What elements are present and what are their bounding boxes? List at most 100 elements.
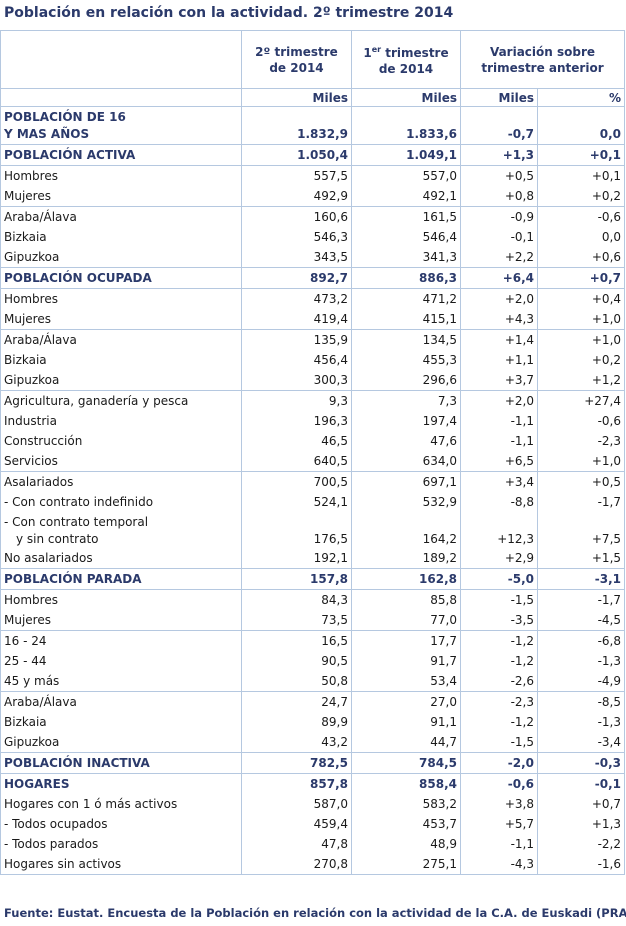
table-row: Mujeres 419,4 415,1 +4,3 +1,0 bbox=[0, 309, 626, 330]
table-row: Industria 196,3 197,4 -1,1 -0,6 bbox=[0, 411, 626, 431]
table-row: Hombres 84,3 85,8 -1,5 -1,7 bbox=[0, 589, 626, 610]
variation-percent: -0,1 bbox=[536, 773, 626, 794]
table-row: No asalariados 192,1 189,2 +2,9 +1,5 bbox=[0, 548, 626, 569]
variation-percent: +0,1 bbox=[536, 165, 626, 186]
variation-miles: -0,7 bbox=[460, 106, 538, 145]
variation-miles: -8,8 bbox=[460, 492, 538, 512]
row-label: - Todos ocupados bbox=[0, 814, 242, 834]
table-row: Asalariados 700,5 697,1 +3,4 +0,5 bbox=[0, 471, 626, 492]
variation-miles: +4,3 bbox=[460, 309, 538, 330]
value-q1-2014: 453,7 bbox=[351, 814, 461, 834]
variation-miles: +3,8 bbox=[460, 794, 538, 814]
header-q2-2014: 2º trimestre de 2014 bbox=[241, 30, 352, 89]
variation-percent: -6,8 bbox=[536, 630, 626, 651]
section-row: POBLACIÓN INACTIVA 782,5 784,5 -2,0 -0,3 bbox=[0, 752, 626, 774]
variation-miles: +3,7 bbox=[460, 370, 538, 391]
value-q2-2014: 73,5 bbox=[241, 610, 352, 631]
variation-percent: -8,5 bbox=[536, 691, 626, 712]
variation-miles: +2,0 bbox=[460, 288, 538, 309]
unit-percent: % bbox=[536, 88, 626, 107]
table-row: Bizkaia 89,9 91,1 -1,2 -1,3 bbox=[0, 712, 626, 732]
row-label: Hombres bbox=[0, 165, 242, 186]
variation-percent: +1,0 bbox=[536, 309, 626, 330]
table-row: Araba/Álava 160,6 161,5 -0,9 -0,6 bbox=[0, 206, 626, 227]
variation-percent: +0,7 bbox=[536, 794, 626, 814]
variation-miles: +3,4 bbox=[460, 471, 538, 492]
header-row: 2º trimestre de 2014 1er trimestre de 2014… bbox=[0, 30, 626, 89]
value-q2-2014: 176,5 bbox=[241, 512, 352, 548]
table-row: 45 y más 50,8 53,4 -2,6 -4,9 bbox=[0, 671, 626, 692]
header-blank bbox=[0, 30, 242, 89]
variation-percent: -0,3 bbox=[536, 752, 626, 774]
value-q1-2014: 27,0 bbox=[351, 691, 461, 712]
variation-miles: -5,0 bbox=[460, 568, 538, 590]
variation-percent: -4,5 bbox=[536, 610, 626, 631]
row-label: Servicios bbox=[0, 451, 242, 472]
variation-miles: -2,6 bbox=[460, 671, 538, 692]
table-row: Bizkaia 456,4 455,3 +1,1 +0,2 bbox=[0, 350, 626, 370]
value-q2-2014: 50,8 bbox=[241, 671, 352, 692]
row-label: HOGARES bbox=[0, 773, 242, 794]
row-label: 16 - 24 bbox=[0, 630, 242, 651]
value-q2-2014: 557,5 bbox=[241, 165, 352, 186]
row-label: POBLACIÓN INACTIVA bbox=[0, 752, 242, 774]
section-row: POBLACIÓN ACTIVA 1.050,4 1.049,1 +1,3 +0,1 bbox=[0, 144, 626, 166]
row-label: Construcción bbox=[0, 431, 242, 451]
value-q1-2014: 1.833,6 bbox=[351, 106, 461, 145]
variation-miles: -1,5 bbox=[460, 589, 538, 610]
variation-miles: -0,6 bbox=[460, 773, 538, 794]
row-label: Agricultura, ganadería y pesca bbox=[0, 390, 242, 411]
value-q1-2014: 471,2 bbox=[351, 288, 461, 309]
row-label: POBLACIÓN OCUPADA bbox=[0, 267, 242, 289]
row-label: Hombres bbox=[0, 288, 242, 309]
value-q1-2014: 697,1 bbox=[351, 471, 461, 492]
variation-miles: -1,1 bbox=[460, 431, 538, 451]
table-row: Hogares con 1 ó más activos 587,0 583,2 +3,… bbox=[0, 794, 626, 814]
value-q1-2014: 415,1 bbox=[351, 309, 461, 330]
value-q1-2014: 162,8 bbox=[351, 568, 461, 590]
variation-miles: +2,0 bbox=[460, 390, 538, 411]
table-row: - Todos ocupados 459,4 453,7 +5,7 +1,3 bbox=[0, 814, 626, 834]
table-row: Mujeres 492,9 492,1 +0,8 +0,2 bbox=[0, 186, 626, 207]
table-row: Gipuzkoa 300,3 296,6 +3,7 +1,2 bbox=[0, 370, 626, 391]
value-q2-2014: 135,9 bbox=[241, 329, 352, 350]
variation-percent: +0,2 bbox=[536, 186, 626, 207]
variation-miles: -1,1 bbox=[460, 834, 538, 854]
value-q1-2014: 134,5 bbox=[351, 329, 461, 350]
variation-miles: +0,8 bbox=[460, 186, 538, 207]
value-q2-2014: 89,9 bbox=[241, 712, 352, 732]
value-q1-2014: 164,2 bbox=[351, 512, 461, 548]
value-q2-2014: 43,2 bbox=[241, 732, 352, 753]
table-row: Araba/Álava 24,7 27,0 -2,3 -8,5 bbox=[0, 691, 626, 712]
value-q1-2014: 91,1 bbox=[351, 712, 461, 732]
variation-miles: +5,7 bbox=[460, 814, 538, 834]
value-q2-2014: 47,8 bbox=[241, 834, 352, 854]
row-label: 45 y más bbox=[0, 671, 242, 692]
variation-percent: +27,4 bbox=[536, 390, 626, 411]
variation-miles: -2,0 bbox=[460, 752, 538, 774]
variation-percent: +7,5 bbox=[536, 512, 626, 548]
row-label: Industria bbox=[0, 411, 242, 431]
variation-miles: -1,5 bbox=[460, 732, 538, 753]
table-row: - Todos parados 47,8 48,9 -1,1 -2,2 bbox=[0, 834, 626, 854]
variation-miles: -2,3 bbox=[460, 691, 538, 712]
table-title: Población en relación con la actividad. … bbox=[4, 5, 454, 21]
row-label: - Con contrato indefinido bbox=[0, 492, 242, 512]
value-q2-2014: 700,5 bbox=[241, 471, 352, 492]
table-row: Bizkaia 546,3 546,4 -0,1 0,0 bbox=[0, 227, 626, 247]
value-q2-2014: 300,3 bbox=[241, 370, 352, 391]
variation-miles: -1,2 bbox=[460, 712, 538, 732]
value-q2-2014: 1.050,4 bbox=[241, 144, 352, 166]
value-q2-2014: 419,4 bbox=[241, 309, 352, 330]
variation-miles: +2,2 bbox=[460, 247, 538, 268]
section-row: HOGARES 857,8 858,4 -0,6 -0,1 bbox=[0, 773, 626, 794]
variation-percent: +0,2 bbox=[536, 350, 626, 370]
value-q1-2014: 492,1 bbox=[351, 186, 461, 207]
value-q2-2014: 524,1 bbox=[241, 492, 352, 512]
table-row: Gipuzkoa 43,2 44,7 -1,5 -3,4 bbox=[0, 732, 626, 753]
variation-percent: +0,1 bbox=[536, 144, 626, 166]
value-q1-2014: 44,7 bbox=[351, 732, 461, 753]
row-label: Asalariados bbox=[0, 471, 242, 492]
variation-miles: +2,9 bbox=[460, 548, 538, 569]
value-q1-2014: 275,1 bbox=[351, 854, 461, 875]
